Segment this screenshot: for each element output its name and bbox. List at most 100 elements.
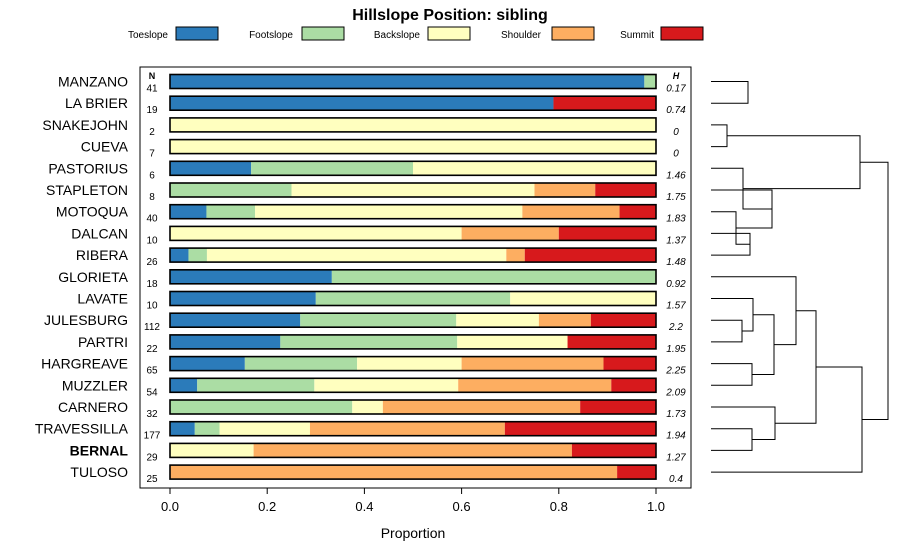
row-n-value: 18 [146,279,158,290]
bar-segment-footslope [197,378,315,393]
row-h-value: 1.94 [666,431,686,442]
bar-segment-backslope [170,226,462,241]
row-label: STAPLETON [46,182,128,198]
row-label: TULOSO [70,464,128,480]
bar-segment-toeslope [170,356,245,371]
row-h-value: 0.74 [666,105,686,116]
bar-segment-shoulder [309,421,505,436]
dendrogram-branch [711,406,776,441]
bar-segment-summit [504,421,656,436]
legend-swatch-backslope [427,26,471,41]
row-motoqua: MOTOQUA 40 1.83 [56,204,686,225]
row-h-value: 2.25 [665,366,686,377]
row-h-value: 0 [673,127,679,138]
row-h-value: 1.46 [666,170,686,181]
row-h-value: 2.2 [668,322,683,333]
row-tuloso: TULOSO 25 0.4 [70,464,683,485]
x-tick-label: 0.0 [161,499,179,514]
plot-frame [139,66,692,489]
bar-segment-backslope [314,378,459,393]
row-label: PARTRI [78,334,128,350]
bar-segment-backslope [291,183,535,197]
legend-label-shoulder: Shoulder [501,30,542,41]
bar-segment-shoulder [461,226,559,241]
row-n-value: 19 [146,105,158,116]
legend: Toeslope Footslope Backslope Shoulder Summit [128,26,704,41]
bar-segment-backslope [510,291,656,306]
row-n-value: 6 [149,170,155,181]
row-travessilla: TRAVESSILLA 177 1.94 [35,421,686,442]
bar-outline [169,355,657,372]
bar-segment-toeslope [170,291,316,306]
bar-outline [169,160,657,177]
x-tick-label: 0.2 [258,499,276,514]
bar-segment-footslope [188,248,207,263]
bar-segment-summit [603,356,656,371]
bar-segment-toeslope [170,421,195,436]
bar-segment-summit [580,400,656,414]
row-h-value: 0 [673,149,679,160]
dendrogram-branch [711,363,753,386]
dendrogram-branch [711,81,749,104]
row-n-value: 7 [149,149,155,160]
bar-segment-footslope [170,400,353,414]
bar-segment-toeslope [170,313,301,328]
legend-label-footslope: Footslope [249,30,293,41]
row-n-value: 10 [146,301,158,312]
bar-segment-footslope [244,356,358,371]
row-label: LA BRIER [65,95,128,111]
row-hargreave: HARGREAVE 65 2.25 [41,356,686,377]
row-glorieta: GLORIETA 18 0.92 [58,269,686,290]
bar-outline [169,225,657,242]
bar-outline [169,442,657,459]
dendrogram-branch [711,428,753,451]
x-tick-label: 0.4 [355,499,373,514]
legend-label-summit: Summit [620,30,654,41]
row-label: CUEVA [81,139,129,155]
bar-segment-summit [567,334,656,349]
bar-segment-shoulder [253,443,572,458]
bar-segment-shoulder [522,204,620,219]
row-label: TRAVESSILLA [35,421,129,437]
bar-segment-toeslope [170,269,332,284]
bar-segment-shoulder [382,400,581,414]
bar-segment-footslope [315,291,511,306]
bar-outline [169,182,657,198]
bar-segment-backslope [219,421,310,436]
dendrogram [711,81,889,473]
bar-segment-shoulder [538,313,591,328]
bar-segment-summit [553,96,656,111]
dendrogram-branch [860,161,889,421]
bar-segment-summit [558,226,656,241]
dendrogram-branch [711,124,728,148]
bar-outline [169,117,657,133]
row-label: PASTORIUS [48,160,128,176]
legend-label-toeslope: Toeslope [128,30,168,41]
row-label: MANZANO [58,74,128,90]
row-n-value: 26 [146,257,158,268]
row-h-value: 0.92 [666,279,686,290]
row-label: BERNAL [70,442,129,458]
bar-segment-backslope [206,248,507,263]
row-n-value: 41 [146,84,158,95]
bar-segment-shoulder [461,356,604,371]
row-lavate: LAVATE 10 1.57 [77,291,686,312]
row-h-value: 2.09 [665,387,686,398]
bar-segment-footslope [644,74,656,89]
row-dalcan: DALCAN 10 1.37 [71,225,686,246]
bar-segment-toeslope [170,248,189,263]
row-n-value: 2 [149,127,155,138]
row-la-brier: LA BRIER 19 0.74 [65,95,686,116]
bar-outline [169,95,657,111]
row-julesburg: JULESBURG 112 2.2 [44,312,683,333]
row-n-value: 22 [146,344,158,355]
bar-segment-summit [590,313,656,328]
bar-outline [169,464,657,480]
bar-outline [169,138,657,155]
bar-segment-backslope [456,313,539,328]
bar-segment-toeslope [170,96,554,111]
bar-segment-shoulder [534,183,596,197]
legend-swatch-toeslope [175,26,219,41]
row-label: DALCAN [71,225,128,241]
